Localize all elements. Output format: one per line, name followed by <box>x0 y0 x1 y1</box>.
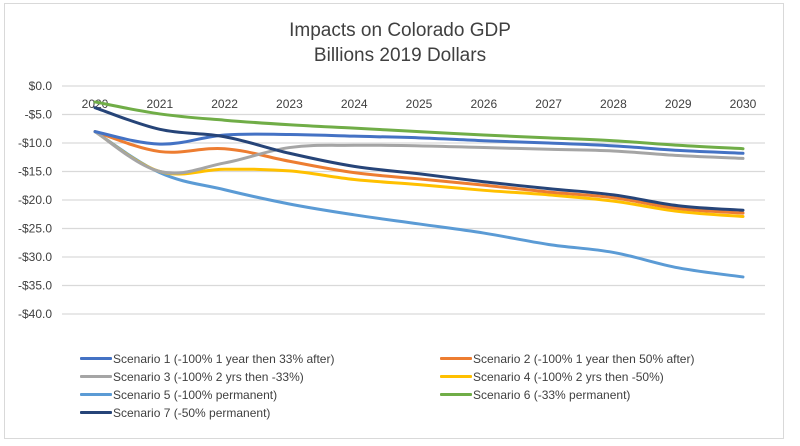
legend-swatch <box>80 393 112 396</box>
legend-swatch <box>440 357 472 360</box>
legend-swatch <box>80 375 112 378</box>
legend-item-scenario-4: Scenario 4 (-100% 2 yrs then -50%) <box>440 368 760 385</box>
legend-label: Scenario 3 (-100% 2 yrs then -33%) <box>113 369 304 384</box>
y-tick-label: -$35.0 <box>18 279 52 293</box>
x-tick-label: 2027 <box>535 97 562 111</box>
series-line-scenario-4 <box>93 130 745 219</box>
x-tick-label: 2029 <box>665 97 692 111</box>
x-tick-label: 2030 <box>730 97 757 111</box>
series-line-scenario-5 <box>93 130 745 279</box>
x-tick-label: 2020 <box>82 97 109 111</box>
x-tick-label: 2023 <box>276 97 303 111</box>
legend-label: Scenario 1 (-100% 1 year then 33% after) <box>113 351 335 366</box>
legend-label: Scenario 7 (-50% permanent) <box>113 405 271 420</box>
y-tick-label: -$5.0 <box>25 108 53 122</box>
y-axis-tick-labels: $0.0 -$5.0 -$10.0 -$15.0 -$20.0 -$25.0 -$30.0 -… <box>18 79 52 321</box>
legend-item-scenario-6: Scenario 6 (-33% permanent) <box>440 386 760 403</box>
x-tick-label: 2026 <box>470 97 497 111</box>
x-tick-label: 2028 <box>600 97 627 111</box>
legend-swatch <box>440 375 472 378</box>
series-line-scenario-6 <box>93 100 745 151</box>
legend-swatch <box>440 393 472 396</box>
gridlines <box>62 85 765 315</box>
legend-label: Scenario 2 (-100% 1 year then 50% after) <box>473 351 695 366</box>
y-tick-label: -$30.0 <box>18 250 52 264</box>
x-tick-label: 2025 <box>406 97 433 111</box>
y-tick-label: -$20.0 <box>18 193 52 207</box>
legend-label: Scenario 5 (-100% permanent) <box>113 387 278 402</box>
x-axis-tick-labels: 2020 2021 2022 2023 2024 2025 2026 2027 2028 2029… <box>82 97 757 111</box>
series-line-scenario-2 <box>93 130 745 215</box>
y-tick-label: -$25.0 <box>18 222 52 236</box>
series-line-scenario-1 <box>93 130 745 155</box>
legend: Scenario 1 (-100% 1 year then 33% after)… <box>80 350 760 421</box>
chart-subtitle: Billions 2019 Dollars <box>313 45 487 66</box>
x-tick-label: 2022 <box>211 97 238 111</box>
legend-item-scenario-7: Scenario 7 (-50% permanent) <box>80 404 440 421</box>
series-lines <box>93 100 745 279</box>
legend-swatch <box>80 357 112 360</box>
legend-item-scenario-2: Scenario 2 (-100% 1 year then 50% after) <box>440 350 760 367</box>
y-tick-label: -$15.0 <box>18 165 52 179</box>
series-line-scenario-7 <box>93 106 745 212</box>
y-tick-label: -$10.0 <box>18 136 52 150</box>
series-line-scenario-3 <box>93 130 745 175</box>
x-tick-label: 2021 <box>146 97 173 111</box>
legend-item-scenario-1: Scenario 1 (-100% 1 year then 33% after) <box>80 350 440 367</box>
x-tick-label: 2024 <box>341 97 368 111</box>
y-tick-label: -$40.0 <box>18 307 52 321</box>
legend-label: Scenario 6 (-33% permanent) <box>473 387 631 402</box>
legend-item-scenario-5: Scenario 5 (-100% permanent) <box>80 386 440 403</box>
legend-label: Scenario 4 (-100% 2 yrs then -50%) <box>473 369 664 384</box>
y-tick-label: $0.0 <box>29 79 53 93</box>
legend-item-scenario-3: Scenario 3 (-100% 2 yrs then -33%) <box>80 368 440 385</box>
legend-swatch <box>80 411 112 414</box>
chart-title: Impacts on Colorado GDP <box>289 20 511 41</box>
